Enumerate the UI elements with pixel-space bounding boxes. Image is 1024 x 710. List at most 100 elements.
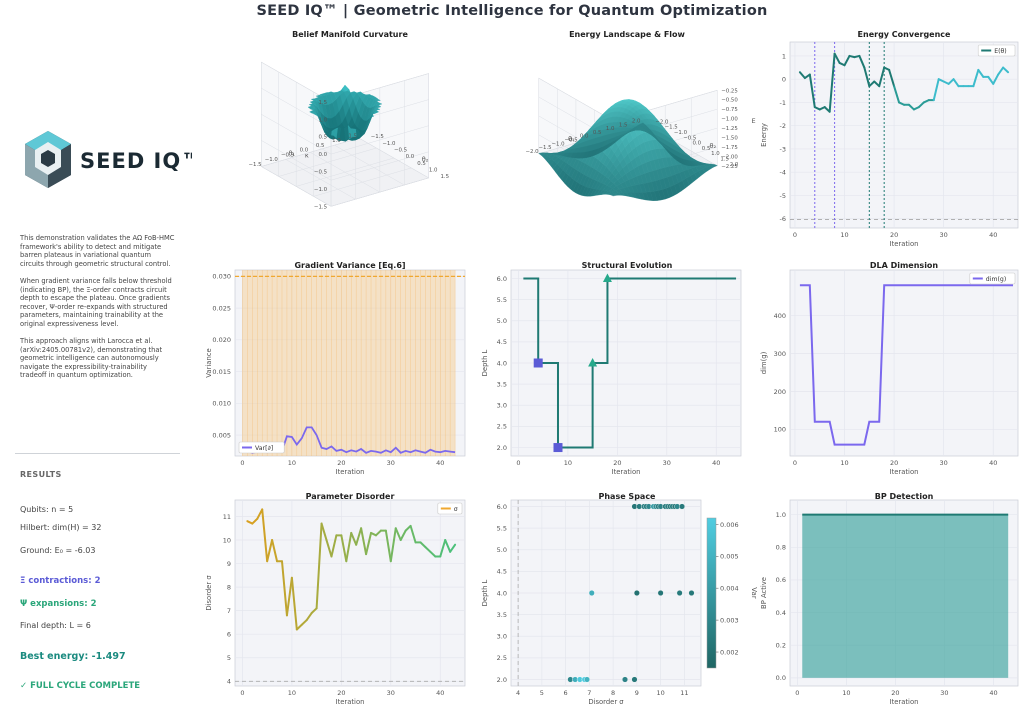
landscape-surface-cell [624, 179, 632, 187]
landscape-surface-cell [682, 153, 691, 160]
landscape-surface-cell [649, 133, 657, 140]
landscape-surface-cell [545, 153, 553, 157]
landscape-surface-cell [675, 172, 683, 183]
manifold-surface-cell [347, 130, 355, 141]
manifold-surface-cell [359, 93, 367, 101]
landscape-surface-cell [639, 108, 647, 115]
landscape-surface-cell [567, 144, 575, 150]
x-tick-label: 0.0 [580, 134, 589, 140]
landscape-surface-cell [609, 183, 617, 189]
landscape-surface-cell [660, 141, 668, 150]
landscape-surface-cell [639, 142, 648, 154]
landscape-surface-cell [612, 101, 620, 107]
manifold-surface-cell [370, 107, 378, 120]
landscape-surface-cell [667, 141, 676, 151]
manifold-surface-cell [339, 88, 347, 101]
landscape-surface-cell [595, 116, 603, 125]
landscape-surface-cell [657, 120, 665, 130]
colorbar-tick-label: 0.002 [720, 648, 739, 656]
landscape-surface-cell [635, 117, 643, 127]
landscape-surface-cell [599, 129, 607, 138]
landscape-surface-cell [653, 115, 661, 124]
landscape-surface-cell [629, 106, 637, 114]
landscape-surface-cell [658, 148, 667, 159]
y-tick-label: 7 [227, 607, 231, 615]
result-expansions: Ψ expansions: 2 [20, 599, 97, 609]
landscape-surface-cell [552, 163, 561, 173]
landscape-surface-cell [676, 146, 685, 156]
axis-grid-line [261, 87, 332, 129]
disorder-segment [256, 508, 264, 520]
manifold-surface-cell [310, 108, 318, 114]
landscape-surface-cell [636, 174, 644, 185]
phase-point [643, 503, 650, 510]
landscape-surface-cell [622, 104, 630, 112]
manifold-surface-cell [326, 126, 334, 133]
landscape-surface-cell [614, 107, 623, 113]
landscape-surface-cell [635, 101, 644, 106]
chart-structure: 0 10 20 30 40 2.0 2.5 3.0 3.5 4.0 4.5 5.0 5.5 6.0 Stru… [481, 261, 742, 476]
energy-segment [823, 106, 831, 113]
axis-grid-line [613, 108, 718, 140]
landscape-surface-cell [666, 186, 674, 198]
landscape-surface-cell [671, 173, 679, 186]
axis-pane [330, 73, 429, 207]
landscape-surface-cell [605, 133, 613, 146]
landscape-surface-cell [608, 103, 616, 109]
manifold-surface-cell [371, 104, 379, 115]
x-tick-label: 1.0 [332, 138, 341, 144]
landscape-surface-cell [649, 118, 658, 127]
landscape-surface-cell [647, 139, 656, 151]
landscape-surface-cell [626, 103, 634, 109]
landscape-surface-cell [578, 136, 587, 145]
landscape-surface-cell [646, 123, 654, 132]
landscape-surface-cell [601, 139, 609, 148]
landscape-surface-cell [657, 157, 665, 169]
landscape-surface-cell [694, 159, 702, 163]
landscape-surface-cell [570, 150, 578, 159]
landscape-surface-cell [572, 143, 580, 150]
landscape-surface-cell [603, 191, 612, 195]
landscape-surface-cell [678, 145, 686, 154]
manifold-surface-cell [342, 84, 350, 93]
manifold-surface-cell [332, 137, 340, 141]
landscape-surface-cell [634, 155, 642, 167]
landscape-surface-cell [625, 191, 634, 198]
chart-variance: 0 10 20 30 40 0.005 0.010 0.015 0.020 0.025 0.030 G… [205, 261, 466, 476]
landscape-surface-cell [669, 138, 677, 147]
manifold-surface-cell [333, 91, 341, 100]
y-tick-label: 4.0 [497, 359, 507, 367]
landscape-surface-cell [558, 152, 567, 156]
landscape-surface-cell [568, 144, 577, 151]
y-tick-label: 5.0 [497, 546, 507, 554]
landscape-surface-cell [648, 170, 656, 183]
landscape-surface-cell [601, 122, 610, 131]
landscape-surface-cell [594, 147, 602, 160]
axis-grid-line [278, 147, 377, 177]
manifold-surface-cell [318, 113, 326, 122]
disorder-segment [261, 508, 269, 563]
landscape-surface-cell [610, 117, 618, 128]
landscape-surface-cell [675, 142, 683, 151]
landscape-surface-cell [624, 101, 632, 106]
landscape-surface-cell [585, 128, 594, 138]
manifold-surface-cell [337, 90, 345, 96]
axis-pane [612, 89, 718, 197]
energy-segment [803, 73, 811, 80]
landscape-surface-cell [647, 181, 655, 192]
landscape-surface-cell [557, 150, 565, 154]
manifold-surface-cell [328, 102, 336, 119]
landscape-surface-cell [655, 179, 663, 191]
landscape-surface-cell [555, 166, 564, 177]
landscape-surface-cell [635, 121, 644, 127]
manifold-surface-cell [360, 128, 368, 138]
landscape-surface-cell [670, 143, 679, 153]
manifold-surface-cell [334, 120, 341, 136]
manifold-surface-cell [309, 100, 317, 107]
manifold-surface-cell [350, 123, 358, 129]
landscape-surface-cell [620, 119, 628, 131]
landscape-surface-cell [630, 112, 638, 119]
landscape-surface-cell [596, 119, 605, 128]
landscape-surface-cell [558, 169, 566, 181]
y-tick-label: −2.0 [655, 119, 669, 125]
